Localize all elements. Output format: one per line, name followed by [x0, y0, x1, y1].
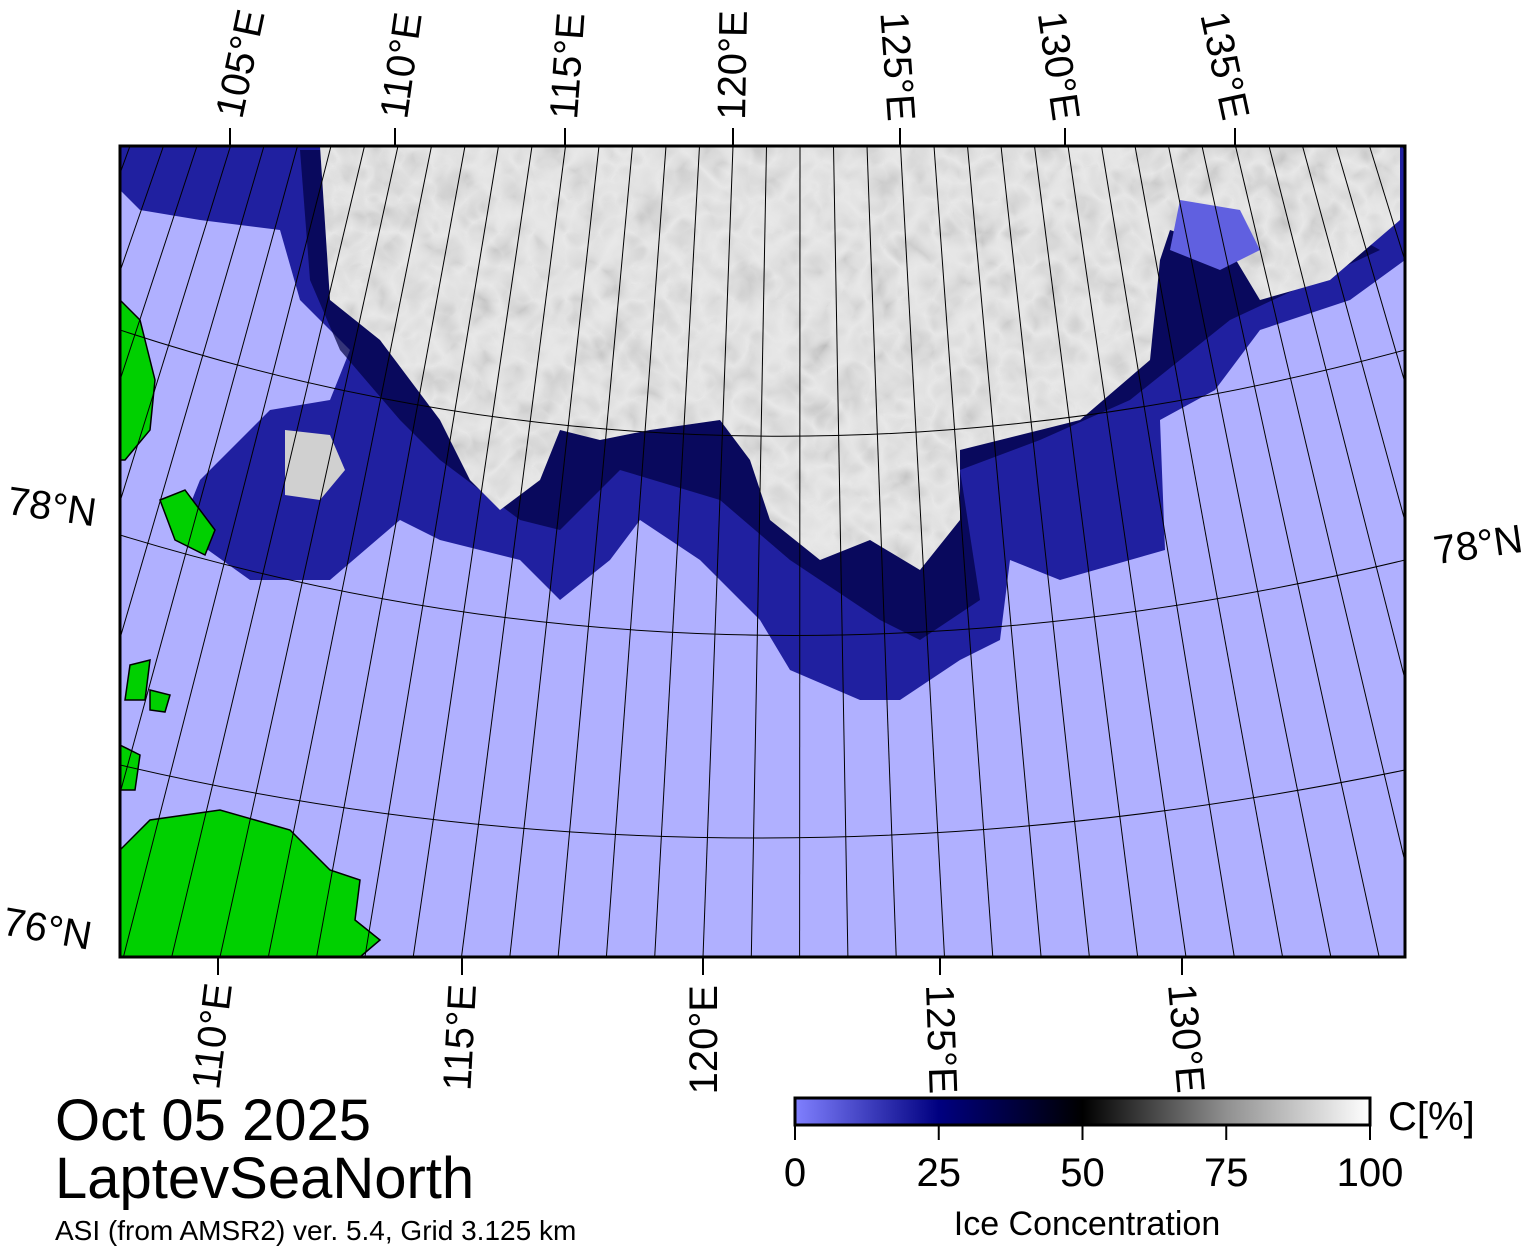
colorbar-unit: C[%] [1388, 1095, 1475, 1139]
lon-label: 130°E [1029, 9, 1088, 123]
product: ASI (from AMSR2) ver. 5.4, Grid 3.125 km [55, 1215, 576, 1246]
lon-label: 120°E [682, 985, 726, 1094]
colorbar-tick-label: 100 [1337, 1151, 1404, 1195]
colorbar-tick-label: 25 [917, 1151, 962, 1195]
meridian [0, 146, 130, 957]
colorbar-ticks: 0 25 50 75 100 [784, 1125, 1404, 1195]
meridian [0, 146, 30, 957]
lon-label: 125°E [871, 10, 923, 122]
colorbar-tick-label: 0 [784, 1151, 806, 1195]
lat-label: 76°N [0, 900, 95, 959]
lon-label: 135°E [1191, 8, 1257, 124]
top-labels: 105°E 110°E 115°E 120°E 125°E 130°E 135°E [208, 6, 1257, 146]
colorbar-label: Ice Concentration [954, 1205, 1221, 1243]
lon-label: 120°E [710, 10, 756, 120]
lon-label: 110°E [372, 10, 430, 122]
meridian [0, 146, 63, 957]
lat-label: 78°N [1431, 517, 1526, 573]
colorbar-tick-label: 50 [1060, 1151, 1105, 1195]
lon-label: 110°E [184, 981, 241, 1092]
lon-label: 115°E [542, 11, 593, 120]
lon-label: 105°E [208, 6, 274, 122]
bottom-labels: 110°E 115°E 120°E 125°E 130°E [184, 957, 1212, 1095]
colorbar-tick-label: 75 [1204, 1151, 1249, 1195]
lon-label: 130°E [1159, 982, 1212, 1095]
region: LaptevSeaNorth [55, 1146, 474, 1211]
meridian [0, 146, 97, 957]
lon-label: 115°E [435, 983, 485, 1092]
lat-label: 78°N [4, 479, 99, 535]
date: Oct 05 2025 [55, 1088, 371, 1153]
lon-label: 125°E [917, 984, 965, 1095]
colorbar [795, 1098, 1370, 1125]
